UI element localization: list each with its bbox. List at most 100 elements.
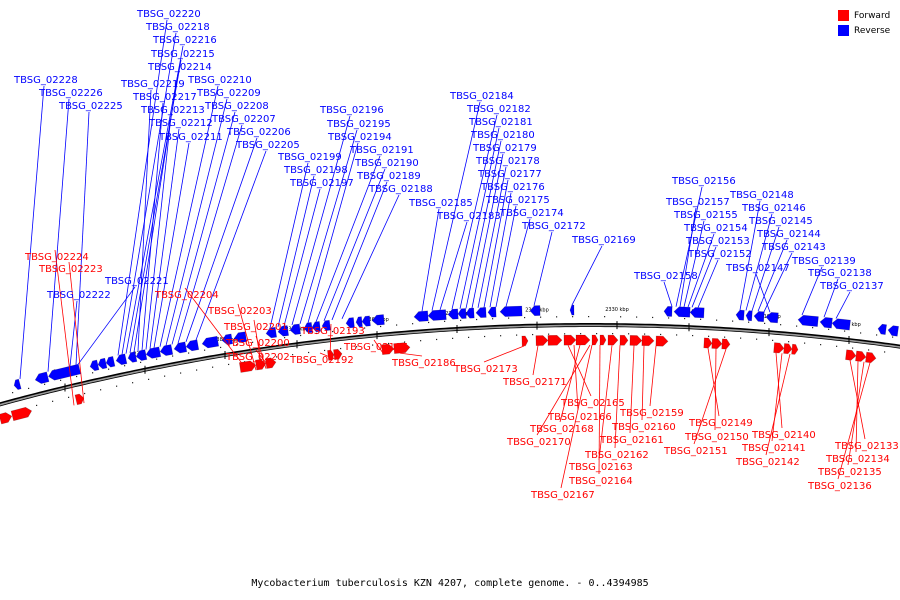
reverse-gene-label: TBSG_02226 xyxy=(38,88,103,99)
reverse-gene-label-leader xyxy=(149,128,180,349)
minor-tick-lower xyxy=(852,347,854,349)
reverse-gene-label: TBSG_02216 xyxy=(152,35,217,46)
reverse-gene-label: TBSG_02212 xyxy=(148,118,213,129)
reverse-gene-label: TBSG_02169 xyxy=(571,235,636,246)
minor-tick-upper xyxy=(844,330,846,332)
forward-gene-label: TBSG_02192 xyxy=(289,355,354,366)
reverse-gene-body xyxy=(136,349,147,361)
forward-gene xyxy=(721,338,731,350)
reverse-gene xyxy=(145,346,162,359)
forward-gene xyxy=(0,412,13,425)
reverse-gene xyxy=(877,323,887,335)
minor-tick-upper xyxy=(524,316,526,319)
forward-gene-outline xyxy=(711,338,723,349)
legend-reverse: Reverse xyxy=(838,23,890,38)
backbone-highlight xyxy=(0,324,900,406)
reverse-gene-label: TBSG_02181 xyxy=(468,117,533,128)
reverse-gene-label: TBSG_02211 xyxy=(158,132,223,143)
reverse-gene-label-leader xyxy=(663,281,673,307)
forward-gene-label: TBSG_02149 xyxy=(688,418,753,429)
forward-gene-label-leader xyxy=(614,345,621,449)
reverse-gene-body xyxy=(90,359,100,371)
minor-tick-lower xyxy=(212,366,214,368)
forward-gene-label: TBSG_02150 xyxy=(684,432,749,443)
reverse-gene-label-leader xyxy=(121,32,177,355)
reverse-gene-body xyxy=(356,316,363,327)
forward-gene-label: TBSG_02187 xyxy=(343,342,408,353)
minor-tick-upper xyxy=(892,336,894,338)
reverse-gene-body xyxy=(202,336,219,348)
reverse-gene-label-leader xyxy=(341,194,400,319)
forward-gene-label-leader xyxy=(68,261,85,404)
reverse-gene-body xyxy=(106,356,115,368)
reverse-gene xyxy=(819,317,833,329)
minor-tick-upper xyxy=(668,317,670,319)
forward-gene-label-leader xyxy=(693,349,727,445)
forward-gene-label: TBSG_02200 xyxy=(225,338,290,349)
reverse-gene xyxy=(499,305,523,317)
minor-tick-lower xyxy=(228,363,230,366)
reverse-gene-label: TBSG_02206 xyxy=(226,127,291,138)
reverse-gene-outline xyxy=(105,356,116,368)
reverse-gene xyxy=(427,309,447,321)
reverse-gene xyxy=(159,344,174,357)
forward-gene-label-leader xyxy=(255,335,267,369)
reverse-gene-label: TBSG_02215 xyxy=(150,49,215,60)
forward-gene xyxy=(855,350,867,362)
reverse-gene-body xyxy=(476,307,487,318)
reverse-gene-outline xyxy=(371,314,385,326)
minor-tick-lower xyxy=(372,344,374,346)
reverse-gene-label: TBSG_02185 xyxy=(408,198,473,209)
minor-tick-upper xyxy=(652,316,654,319)
forward-gene-label-leader xyxy=(707,348,720,417)
forward-gene-body xyxy=(629,335,642,346)
minor-tick-lower xyxy=(708,335,710,337)
reverse-gene xyxy=(447,308,459,320)
forward-gene-label: TBSG_02151 xyxy=(663,446,728,457)
reverse-gene-label: TBSG_02219 xyxy=(120,79,185,90)
minor-tick-upper xyxy=(332,330,334,333)
reverse-gene xyxy=(48,363,82,381)
minor-tick-upper xyxy=(700,318,702,320)
reverse-gene-label-leader xyxy=(75,111,90,365)
reverse-gene xyxy=(277,325,289,337)
forward-gene-label-leader xyxy=(559,344,581,423)
forward-gene-label: TBSG_02141 xyxy=(741,443,806,454)
minor-tick-upper xyxy=(412,323,414,325)
forward-gene-label-leader xyxy=(837,362,871,480)
reverse-gene-label: TBSG_02143 xyxy=(761,242,826,253)
reverse-gene-label: TBSG_02146 xyxy=(741,203,806,214)
forward-gene-label-leader xyxy=(536,344,591,436)
minor-tick-lower xyxy=(436,338,438,341)
reverse-gene-outline xyxy=(487,306,497,318)
forward-gene-label: TBSG_02164 xyxy=(568,476,633,487)
reverse-gene-outline xyxy=(159,344,174,357)
minor-tick-upper xyxy=(748,321,750,323)
forward-gene-label-leader xyxy=(54,249,75,406)
forward-gene-label: TBSG_02159 xyxy=(619,408,684,419)
forward-gene-body xyxy=(381,344,394,355)
reverse-gene-outline xyxy=(765,312,779,324)
minor-tick-lower xyxy=(772,339,774,341)
reverse-gene xyxy=(673,306,691,318)
reverse-gene-label: TBSG_02137 xyxy=(819,281,884,292)
reverse-gene-label: TBSG_02172 xyxy=(521,221,586,232)
minor-tick-lower xyxy=(580,333,582,335)
reverse-gene-label-leader xyxy=(19,85,45,379)
reverse-gene-outline xyxy=(145,346,162,359)
reverse-gene xyxy=(569,304,575,316)
legend-reverse-label: Reverse xyxy=(854,25,891,36)
reverse-gene-body xyxy=(570,305,575,316)
forward-gene-label-leader xyxy=(771,353,783,442)
reverse-gene xyxy=(201,335,220,349)
reverse-gene-label-leader xyxy=(159,85,219,347)
reverse-gene xyxy=(135,349,148,361)
reverse-gene-body xyxy=(146,346,161,359)
reverse-gene-label: TBSG_02199 xyxy=(277,152,342,163)
forward-gene xyxy=(521,335,529,347)
reverse-gene xyxy=(663,306,673,317)
reverse-gene-label: TBSG_02198 xyxy=(283,165,348,176)
minor-tick-upper xyxy=(796,325,798,327)
reverse-gene xyxy=(321,319,331,331)
reverse-gene-label: TBSG_02191 xyxy=(349,145,414,156)
